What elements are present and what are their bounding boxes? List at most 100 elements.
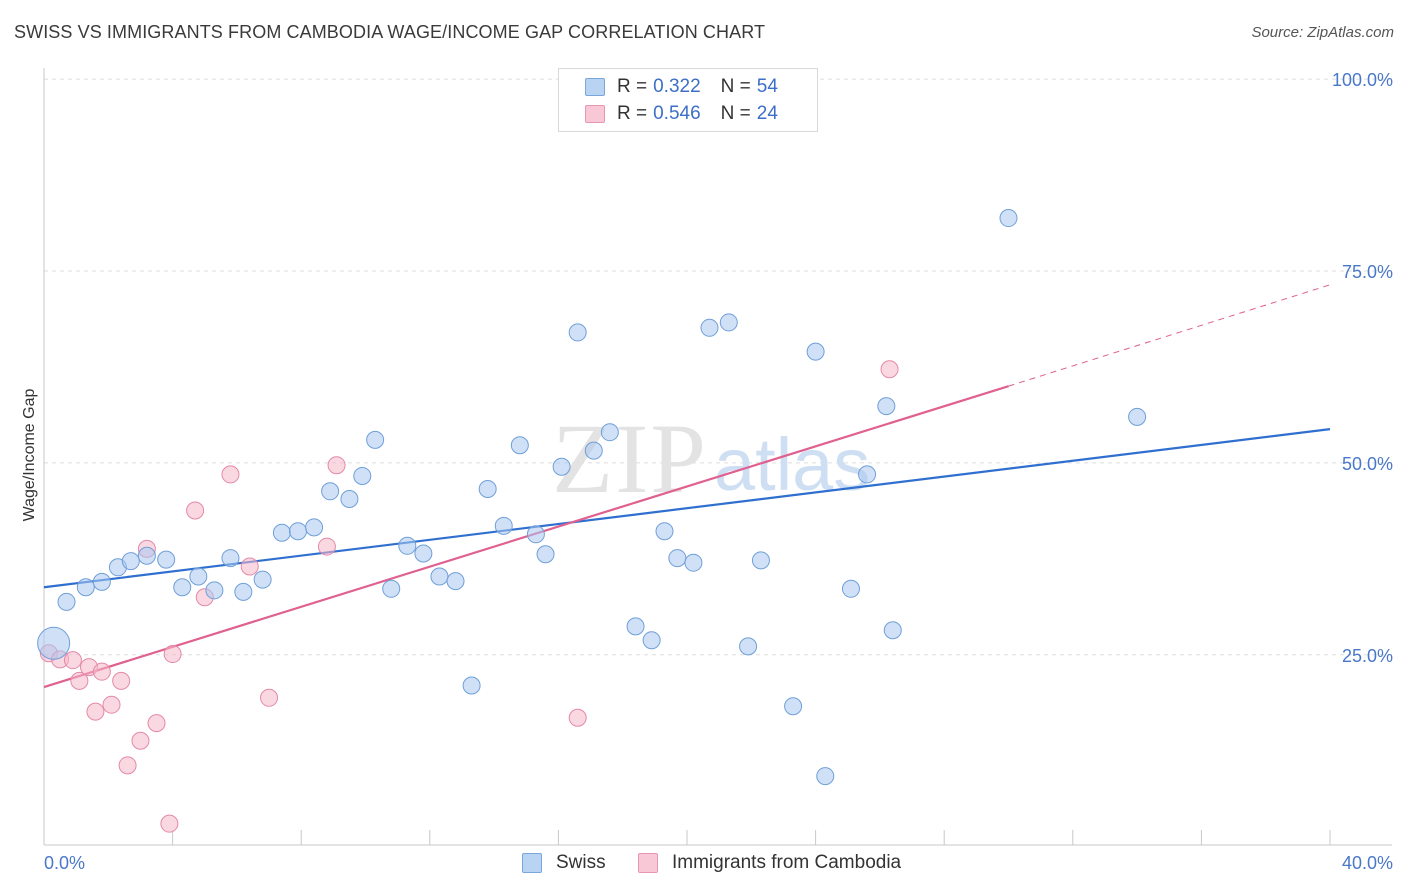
swiss-point xyxy=(510,436,529,455)
swiss-point xyxy=(668,549,687,568)
cambodia-point xyxy=(92,662,111,681)
swiss-point xyxy=(253,570,272,589)
x-tick-label-max: 40.0% xyxy=(1342,853,1393,873)
swiss-point xyxy=(478,479,497,498)
swiss-point xyxy=(526,525,545,544)
tick-labels: 25.0% 50.0% 75.0% 100.0% 0.0% 40.0% xyxy=(44,70,1393,873)
cambodia-point xyxy=(70,671,89,690)
cambodia-point xyxy=(102,695,121,714)
swiss-point xyxy=(536,545,555,564)
cambodia-point xyxy=(131,731,150,750)
swiss-point xyxy=(568,323,587,342)
swiss-point xyxy=(700,318,719,337)
chart-title: SWISS VS IMMIGRANTS FROM CAMBODIA WAGE/I… xyxy=(14,22,766,42)
legend-item-cambodia[interactable]: Immigrants from Cambodia xyxy=(638,852,901,874)
legend-swiss-label: Swiss xyxy=(556,852,606,873)
cambodia-point xyxy=(118,756,137,775)
swiss-legend-swatch xyxy=(522,853,542,873)
swiss-point xyxy=(446,572,465,591)
cambodia-point xyxy=(163,645,182,664)
swiss-trendline xyxy=(43,428,1331,589)
watermark: ZIP atlas xyxy=(552,403,870,514)
cambodia-trendline-extension xyxy=(1008,284,1331,387)
swiss-point xyxy=(221,549,240,568)
swiss-point xyxy=(816,767,835,786)
swiss-point xyxy=(719,313,738,332)
swiss-point xyxy=(739,637,758,656)
swiss-point xyxy=(353,466,372,485)
swiss-point xyxy=(272,523,291,542)
swiss-point xyxy=(288,522,307,541)
cambodia-point xyxy=(260,688,279,707)
swiss-point xyxy=(382,579,401,598)
swiss-point xyxy=(655,522,674,541)
swiss-point xyxy=(841,579,860,598)
cambodia-point xyxy=(63,651,82,670)
swiss-point xyxy=(600,423,619,442)
cambodia-point xyxy=(221,465,240,484)
y-tick-label-75: 75.0% xyxy=(1342,262,1393,282)
cambodia-point xyxy=(86,702,105,721)
legend-item-swiss[interactable]: Swiss xyxy=(522,852,606,874)
swiss-point xyxy=(157,550,176,569)
swiss-point xyxy=(305,518,324,537)
swiss-point xyxy=(189,567,208,586)
swiss-point xyxy=(92,572,111,591)
series-legend: Swiss Immigrants from Cambodia xyxy=(0,852,1406,878)
swiss-point xyxy=(173,578,192,597)
cambodia-legend-swatch xyxy=(638,853,658,873)
y-tick-label-100: 100.0% xyxy=(1332,70,1393,90)
swiss-point xyxy=(642,631,661,650)
swiss-point xyxy=(626,617,645,636)
swiss-point xyxy=(430,567,449,586)
cambodia-point xyxy=(317,537,336,556)
swiss-point xyxy=(806,342,825,361)
y-tick-label-50: 50.0% xyxy=(1342,454,1393,474)
cambodia-trendline xyxy=(43,385,1009,689)
legend-swiss-r-value: 0.322 xyxy=(653,76,701,97)
swiss-point xyxy=(684,553,703,572)
cambodia-point xyxy=(186,501,205,520)
swiss-point xyxy=(37,626,71,660)
cambodia-point xyxy=(112,671,131,690)
swiss-point xyxy=(883,621,902,640)
swiss-point xyxy=(552,457,571,476)
swiss-points xyxy=(37,209,1147,786)
cambodia-swatch xyxy=(585,105,605,123)
trendlines xyxy=(43,284,1331,689)
legend-cambodia-r-label: R = xyxy=(617,103,648,124)
legend-swiss-n-label: N = xyxy=(720,76,751,97)
legend-cambodia-r-value: 0.546 xyxy=(653,103,701,124)
correlation-legend: R = 0.322 N = 54 R = 0.546 N = 24 xyxy=(558,68,818,132)
swiss-point xyxy=(999,209,1018,228)
swiss-point xyxy=(340,489,359,508)
cambodia-point xyxy=(240,557,259,576)
legend-swiss-r-label: R = xyxy=(617,76,648,97)
swiss-point xyxy=(858,465,877,484)
swiss-point xyxy=(398,536,417,555)
swiss-point xyxy=(121,552,140,571)
swiss-point xyxy=(76,578,95,597)
cambodia-point xyxy=(327,456,346,475)
legend-cambodia-n-value: 24 xyxy=(756,103,778,124)
swiss-point xyxy=(414,544,433,563)
cambodia-point xyxy=(568,708,587,727)
source-credit: Source: ZipAtlas.com xyxy=(1251,24,1394,41)
swiss-point xyxy=(366,430,385,449)
x-tick-label-min: 0.0% xyxy=(44,853,85,873)
cambodia-point xyxy=(880,360,899,379)
watermark-zip: ZIP xyxy=(552,403,708,514)
swiss-point xyxy=(205,581,224,600)
legend-row-cambodia: R = 0.546 N = 24 xyxy=(585,102,778,126)
swiss-point xyxy=(1128,407,1147,426)
swiss-point xyxy=(234,582,253,601)
legend-cambodia-n-label: N = xyxy=(720,103,751,124)
swiss-point xyxy=(462,676,481,695)
cambodia-point xyxy=(160,814,179,833)
axes xyxy=(43,68,1392,846)
swiss-point xyxy=(877,397,896,416)
swiss-point xyxy=(494,516,513,535)
swiss-point xyxy=(784,697,803,716)
swiss-point xyxy=(584,441,603,460)
